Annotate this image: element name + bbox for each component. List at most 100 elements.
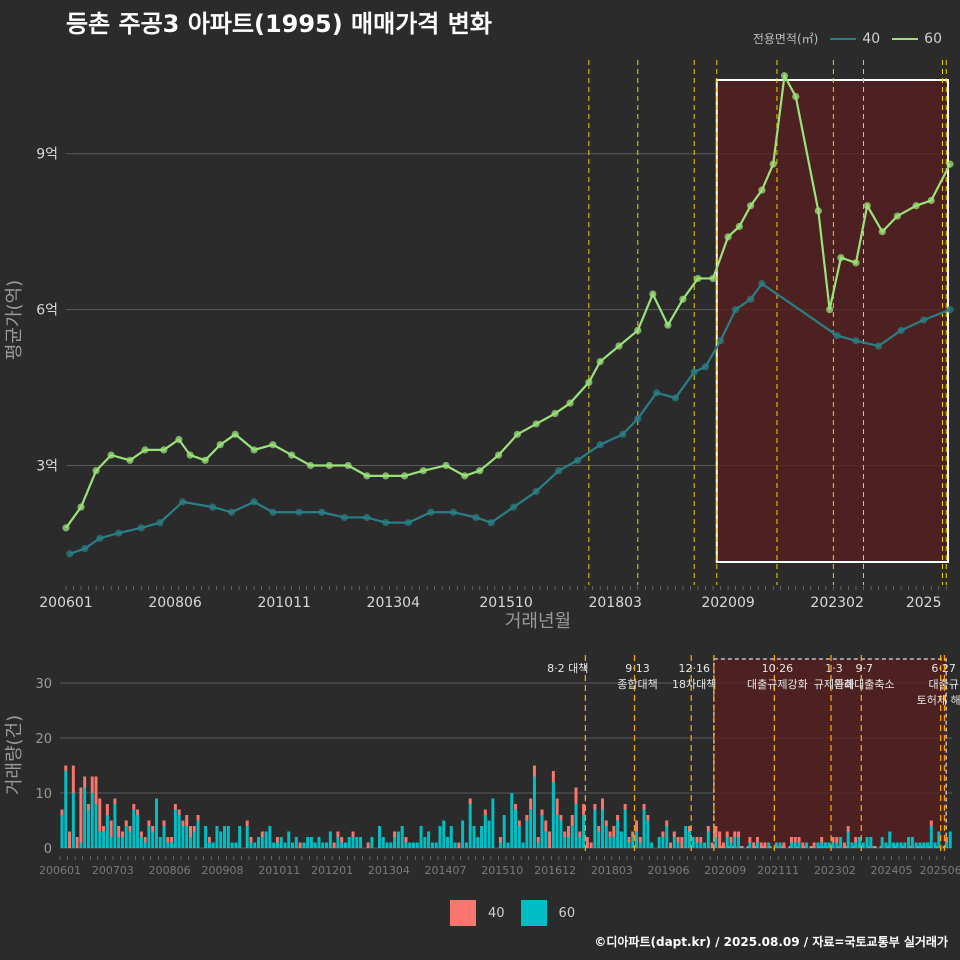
bar-60 — [340, 842, 344, 848]
series-point-40 — [472, 513, 480, 522]
bar-60 — [215, 826, 219, 848]
bar-60 — [619, 831, 623, 848]
bar-60 — [725, 837, 729, 848]
bar-60 — [139, 837, 143, 848]
bar-40 — [71, 765, 75, 793]
bar-40 — [189, 826, 192, 837]
bar-60 — [423, 837, 427, 848]
series-point-40 — [690, 368, 698, 376]
series-point-60 — [912, 202, 920, 210]
bar-40 — [468, 798, 472, 804]
series-point-60 — [615, 342, 623, 350]
bar-40 — [582, 804, 586, 815]
bar-60 — [408, 842, 412, 848]
policy-label: 특례대출축소 — [834, 678, 895, 691]
bar-60 — [419, 826, 423, 848]
bar-60 — [646, 820, 650, 848]
bar-40 — [94, 776, 98, 804]
series-point-60 — [585, 378, 593, 386]
bar-40 — [181, 820, 185, 826]
bar-40 — [79, 787, 83, 843]
bar-60 — [544, 831, 548, 848]
bar-60 — [351, 837, 355, 848]
bar-60 — [665, 826, 669, 848]
series-point-60 — [551, 409, 559, 418]
bar-40 — [332, 842, 336, 848]
policy-label: 6·27 — [931, 662, 956, 675]
bar-60 — [154, 798, 158, 848]
bar-60 — [272, 842, 276, 848]
bar-60 — [865, 837, 869, 848]
y-tick-label-bottom: 10 — [35, 787, 52, 802]
y-tick-label-bottom: 30 — [35, 677, 52, 692]
bar-60 — [797, 842, 801, 848]
bar-40 — [695, 837, 699, 843]
bar-60 — [635, 831, 638, 848]
series-point-40 — [671, 394, 679, 402]
series-point-60 — [837, 254, 845, 262]
bar-40 — [340, 837, 344, 843]
series-point-60 — [250, 446, 258, 454]
bar-40 — [669, 842, 673, 848]
bar-40 — [196, 815, 200, 821]
series-point-60 — [92, 467, 100, 475]
bars-group — [60, 765, 952, 848]
bar-60 — [616, 820, 620, 848]
bar-40 — [797, 837, 801, 843]
bar-60 — [714, 837, 718, 848]
series-point-40 — [449, 508, 458, 516]
bar-60 — [574, 804, 578, 848]
bar-60 — [464, 842, 468, 848]
policy-label: 8·2 대책 — [547, 662, 588, 675]
bar-40 — [136, 809, 140, 815]
bar-60 — [623, 809, 627, 848]
bar-60 — [661, 837, 665, 848]
series-point-40 — [716, 337, 725, 345]
bar-40 — [105, 804, 109, 815]
x-tick-label-bottom: 201407 — [425, 864, 467, 877]
bar-60 — [933, 842, 937, 848]
bar-60 — [846, 831, 850, 848]
bar-60 — [910, 837, 914, 848]
bar-60 — [370, 837, 374, 848]
series-point-60 — [852, 259, 860, 267]
bar-60 — [113, 804, 117, 848]
series-point-60 — [231, 430, 239, 438]
bar-60 — [831, 842, 835, 848]
series-point-60 — [325, 461, 333, 470]
x-tick-label-bottom: 200806 — [149, 864, 191, 877]
bar-40 — [574, 787, 578, 804]
bar-60 — [914, 842, 918, 848]
bar-40 — [404, 837, 408, 843]
bar-60 — [472, 826, 476, 848]
bar-40 — [710, 842, 714, 848]
bar-60 — [60, 815, 64, 848]
bar-60 — [453, 842, 457, 848]
x-tick-label-bottom: 201011 — [258, 864, 300, 877]
series-point-60 — [216, 441, 224, 449]
series-point-60 — [814, 207, 822, 215]
bar-40 — [517, 820, 521, 826]
y-axis-title-bottom: 거래량(건) — [4, 715, 25, 795]
bar-60 — [468, 804, 472, 848]
bar-60 — [430, 842, 434, 848]
series-point-60 — [927, 196, 935, 205]
bar-60 — [604, 826, 608, 848]
bar-60 — [729, 842, 733, 848]
bar-60 — [283, 842, 287, 848]
bar-60 — [733, 837, 737, 848]
bar-40 — [676, 837, 680, 843]
bar-40 — [665, 820, 669, 826]
series-point-40 — [652, 389, 661, 397]
bar-60 — [551, 782, 555, 848]
bar-60 — [230, 842, 234, 848]
bar-60 — [223, 826, 227, 848]
bar-40 — [687, 826, 691, 832]
series-point-40 — [318, 508, 326, 516]
bar-40 — [275, 837, 279, 843]
bar-60 — [755, 842, 759, 848]
bar-60 — [90, 793, 94, 848]
bar-40 — [151, 826, 155, 832]
bar-60 — [502, 815, 506, 848]
bar-60 — [438, 826, 442, 848]
